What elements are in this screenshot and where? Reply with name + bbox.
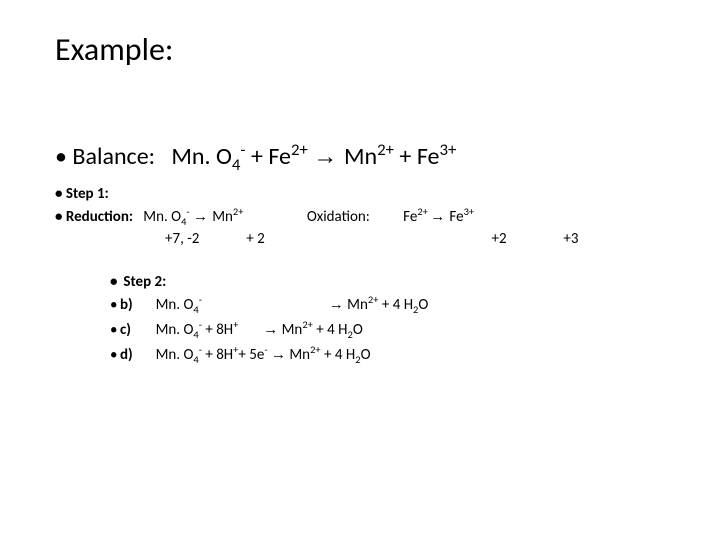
main-rhs1-sup: 2+ — [377, 139, 394, 160]
step2-c: •c) Mn. O4- + 8H+ → Mn2+ + 4 H2O — [110, 318, 665, 341]
main-lhs1-sup: - — [240, 139, 245, 160]
main-lhs2-sup: 2+ — [291, 139, 308, 160]
step2-b: •b) Mn. O4- → Mn2+ + 4 H2O — [110, 293, 665, 316]
step1-label: • Step 1: — [55, 185, 665, 203]
main-rhs2: Fe — [417, 142, 440, 171]
main-lhs2: Fe — [268, 142, 291, 171]
reduction-label: Reduction: — [66, 208, 133, 226]
main-lhs1: Mn. O — [171, 142, 232, 171]
step2-label: • Step 2: — [110, 273, 665, 291]
main-plus2: + — [399, 142, 416, 171]
main-plus1: + — [251, 142, 268, 171]
main-rhs1: Mn — [344, 142, 377, 171]
step2-block: • Step 2: •b) Mn. O4- → Mn2+ + 4 H2O •c)… — [110, 273, 665, 366]
step2-d: •d) Mn. O4- + 8H++ 5e- → Mn2+ + 4 H2O — [110, 343, 665, 366]
slide-title: Example: — [55, 30, 665, 69]
main-arrow: → — [313, 143, 344, 170]
step1-equation: • Reduction: Mn. O4- → Mn2+ Oxidation: F… — [55, 205, 665, 228]
main-equation: • Balance: Mn. O4- + Fe2+ → Mn2+ + Fe3+ — [55, 139, 665, 175]
balance-label: Balance: — [72, 142, 155, 171]
main-rhs2-sup: 3+ — [439, 139, 456, 160]
oxidation-label: Oxidation: — [307, 208, 370, 226]
oxidation-states: +7, -2 + 2 +2 +3 — [165, 230, 665, 248]
